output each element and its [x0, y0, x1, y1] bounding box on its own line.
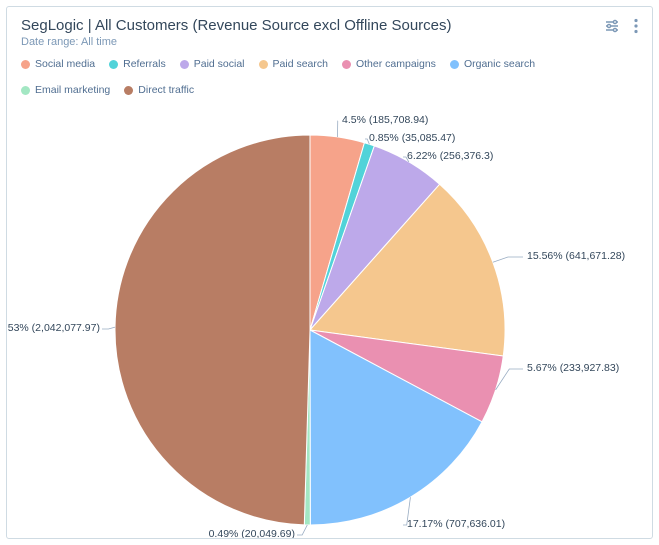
chart-card: SegLogic | All Customers (Revenue Source…: [6, 6, 653, 539]
date-range: Date range: All time: [21, 36, 638, 48]
date-range-value: All time: [81, 36, 117, 48]
legend-item[interactable]: Other campaigns: [342, 58, 436, 70]
legend-label: Paid social: [194, 58, 245, 70]
legend-label: Direct traffic: [138, 84, 194, 96]
slice-label: 0.85% (35,085.47): [369, 132, 455, 144]
legend-item[interactable]: Email marketing: [21, 84, 110, 96]
legend-label: Paid search: [273, 58, 328, 70]
legend-label: Other campaigns: [356, 58, 436, 70]
legend-label: Referrals: [123, 58, 166, 70]
slice-label: 17.17% (707,636.01): [407, 518, 505, 530]
leader-line: [493, 257, 523, 262]
filter-icon[interactable]: [604, 18, 620, 34]
date-range-label: Date range:: [21, 36, 78, 48]
pie-chart: [7, 100, 653, 539]
legend-item[interactable]: Social media: [21, 58, 95, 70]
more-menu-icon[interactable]: [634, 18, 638, 34]
legend-label: Organic search: [464, 58, 535, 70]
leader-line: [297, 525, 307, 535]
header-actions: [604, 18, 638, 34]
legend-item[interactable]: Organic search: [450, 58, 535, 70]
legend-item[interactable]: Paid social: [180, 58, 245, 70]
legend-swatch: [124, 86, 133, 95]
leader-line: [337, 121, 338, 137]
legend-item[interactable]: Paid search: [259, 58, 328, 70]
slice-label: 0.49% (20,049.69): [209, 528, 295, 539]
slice-label: 6.22% (256,376.3): [407, 150, 493, 162]
slice-label: 49.53% (2,042,077.97): [6, 322, 100, 334]
legend-swatch: [450, 60, 459, 69]
slice-label: 5.67% (233,927.83): [527, 362, 619, 374]
legend-item[interactable]: Referrals: [109, 58, 166, 70]
legend-label: Social media: [35, 58, 95, 70]
legend-swatch: [259, 60, 268, 69]
legend-swatch: [109, 60, 118, 69]
title-row: SegLogic | All Customers (Revenue Source…: [21, 17, 638, 34]
leader-line: [102, 327, 115, 329]
chart-title: SegLogic | All Customers (Revenue Source…: [21, 17, 452, 34]
legend: Social media Referrals Paid social Paid sea…: [7, 52, 652, 100]
slice-label: 15.56% (641,671.28): [527, 250, 625, 262]
chart-area: 4.5% (185,708.94) 0.85% (35,085.47) 6.22% …: [7, 100, 652, 539]
legend-swatch: [21, 86, 30, 95]
legend-swatch: [180, 60, 189, 69]
pie-slice[interactable]: [115, 135, 310, 525]
legend-item[interactable]: Direct traffic: [124, 84, 194, 96]
legend-swatch: [21, 60, 30, 69]
legend-swatch: [342, 60, 351, 69]
legend-label: Email marketing: [35, 84, 110, 96]
slice-label: 4.5% (185,708.94): [342, 114, 428, 126]
card-header: SegLogic | All Customers (Revenue Source…: [7, 7, 652, 52]
